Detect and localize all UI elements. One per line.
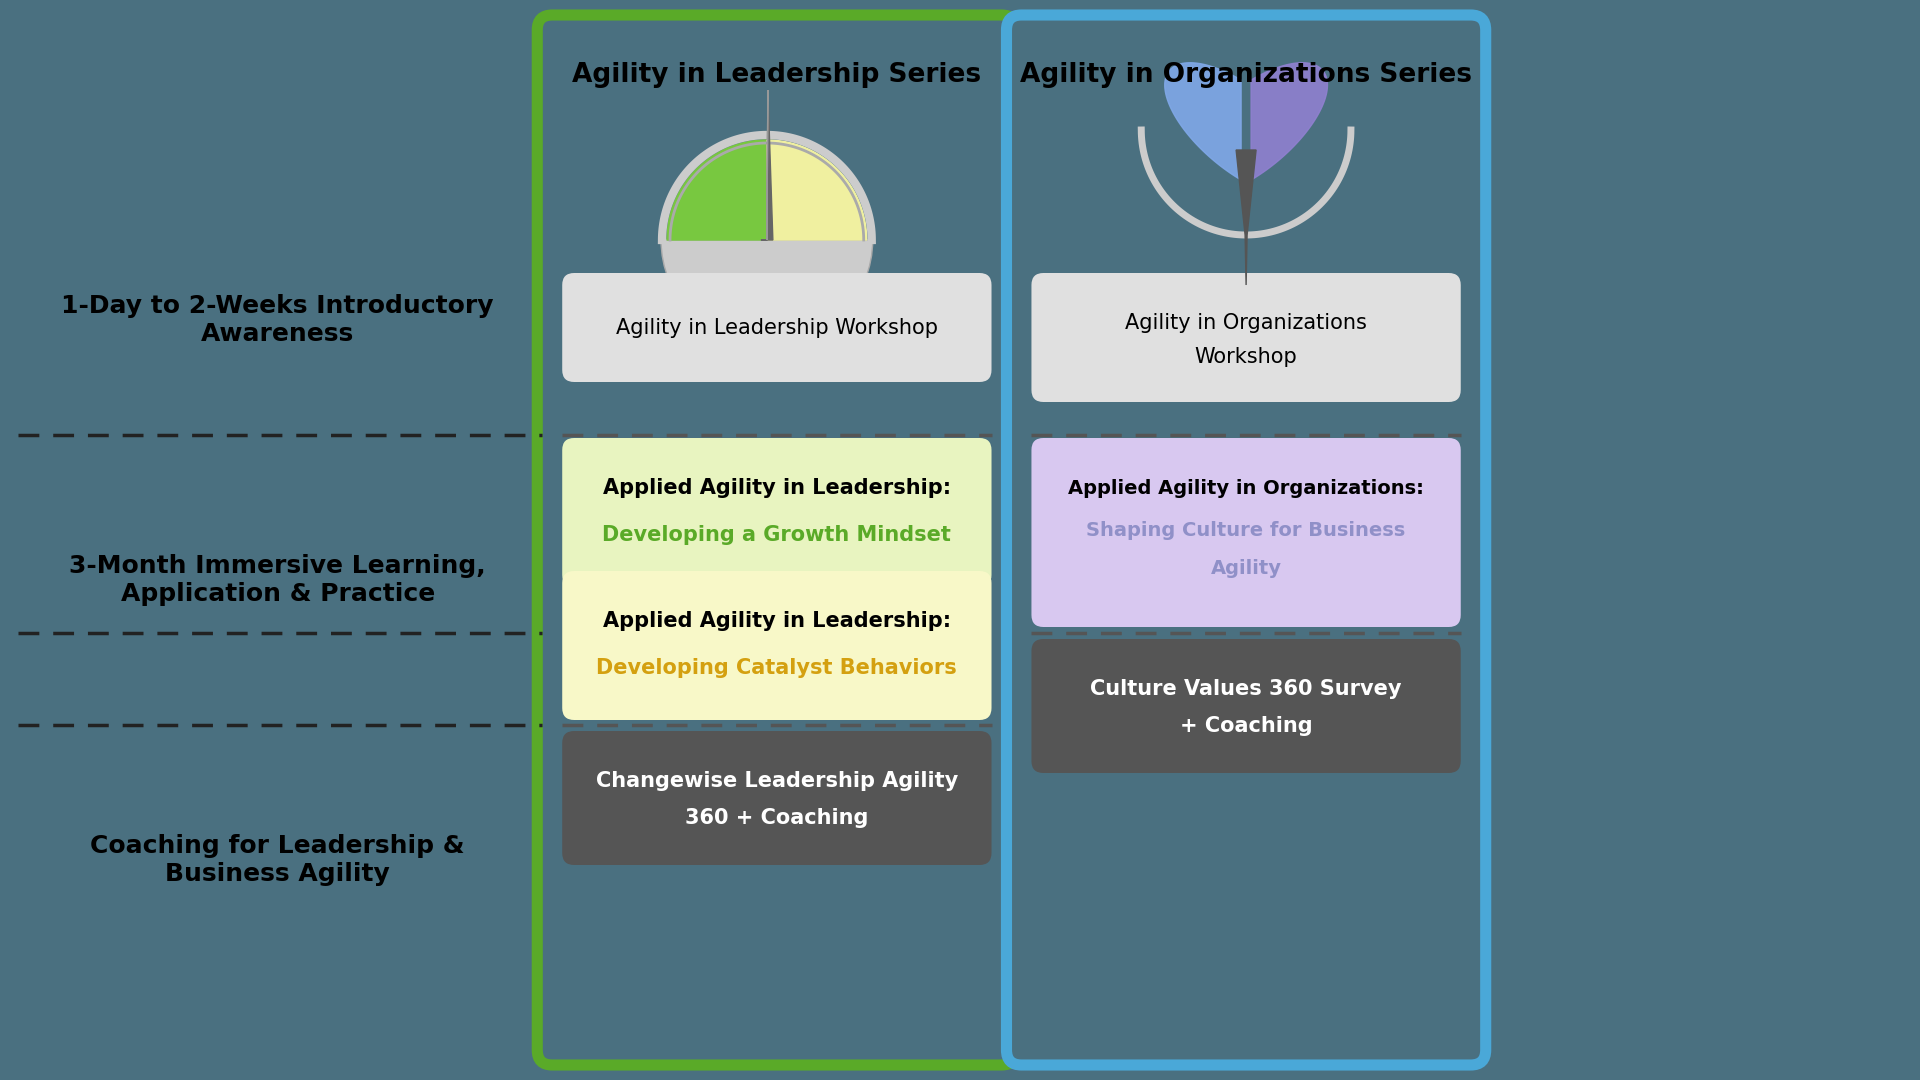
Text: Agility in Organizations: Agility in Organizations xyxy=(1125,313,1367,333)
FancyBboxPatch shape xyxy=(563,731,991,865)
FancyBboxPatch shape xyxy=(1006,15,1486,1065)
Text: Changewise Leadership Agility: Changewise Leadership Agility xyxy=(595,771,958,791)
Text: Coaching for Leadership &
Business Agility: Coaching for Leadership & Business Agili… xyxy=(90,834,465,886)
Text: 3-Month Immersive Learning,
Application & Practice: 3-Month Immersive Learning, Application … xyxy=(69,554,486,606)
Text: Applied Agility in Leadership:: Applied Agility in Leadership: xyxy=(603,611,950,631)
Wedge shape xyxy=(660,240,874,346)
Text: Developing a Growth Mindset: Developing a Growth Mindset xyxy=(603,525,950,545)
Text: Shaping Culture for Business: Shaping Culture for Business xyxy=(1087,521,1405,540)
Polygon shape xyxy=(1165,63,1240,180)
Text: Agility: Agility xyxy=(1212,558,1281,578)
FancyBboxPatch shape xyxy=(1031,273,1461,402)
Text: Applied Agility in Organizations:: Applied Agility in Organizations: xyxy=(1068,478,1425,498)
Text: Agility in Leadership Workshop: Agility in Leadership Workshop xyxy=(616,318,937,337)
FancyBboxPatch shape xyxy=(563,438,991,588)
FancyBboxPatch shape xyxy=(563,273,991,382)
Text: Culture Values 360 Survey: Culture Values 360 Survey xyxy=(1091,679,1402,699)
FancyBboxPatch shape xyxy=(1031,639,1461,773)
Text: 1-Day to 2-Weeks Introductory
Awareness: 1-Day to 2-Weeks Introductory Awareness xyxy=(61,294,493,346)
Text: + Coaching: + Coaching xyxy=(1179,716,1313,735)
Text: Agility in Leadership Series: Agility in Leadership Series xyxy=(572,62,981,87)
Polygon shape xyxy=(760,90,774,240)
Text: 360 + Coaching: 360 + Coaching xyxy=(685,808,868,828)
Polygon shape xyxy=(1252,63,1327,180)
Text: Agility in Organizations Series: Agility in Organizations Series xyxy=(1020,62,1473,87)
Text: Workshop: Workshop xyxy=(1194,347,1298,367)
Text: Developing Catalyst Behaviors: Developing Catalyst Behaviors xyxy=(597,658,958,678)
Polygon shape xyxy=(1236,150,1256,285)
FancyBboxPatch shape xyxy=(563,571,991,720)
Polygon shape xyxy=(766,140,866,240)
FancyBboxPatch shape xyxy=(1031,438,1461,627)
FancyBboxPatch shape xyxy=(538,15,1016,1065)
Polygon shape xyxy=(666,140,766,240)
Text: Applied Agility in Leadership:: Applied Agility in Leadership: xyxy=(603,478,950,498)
